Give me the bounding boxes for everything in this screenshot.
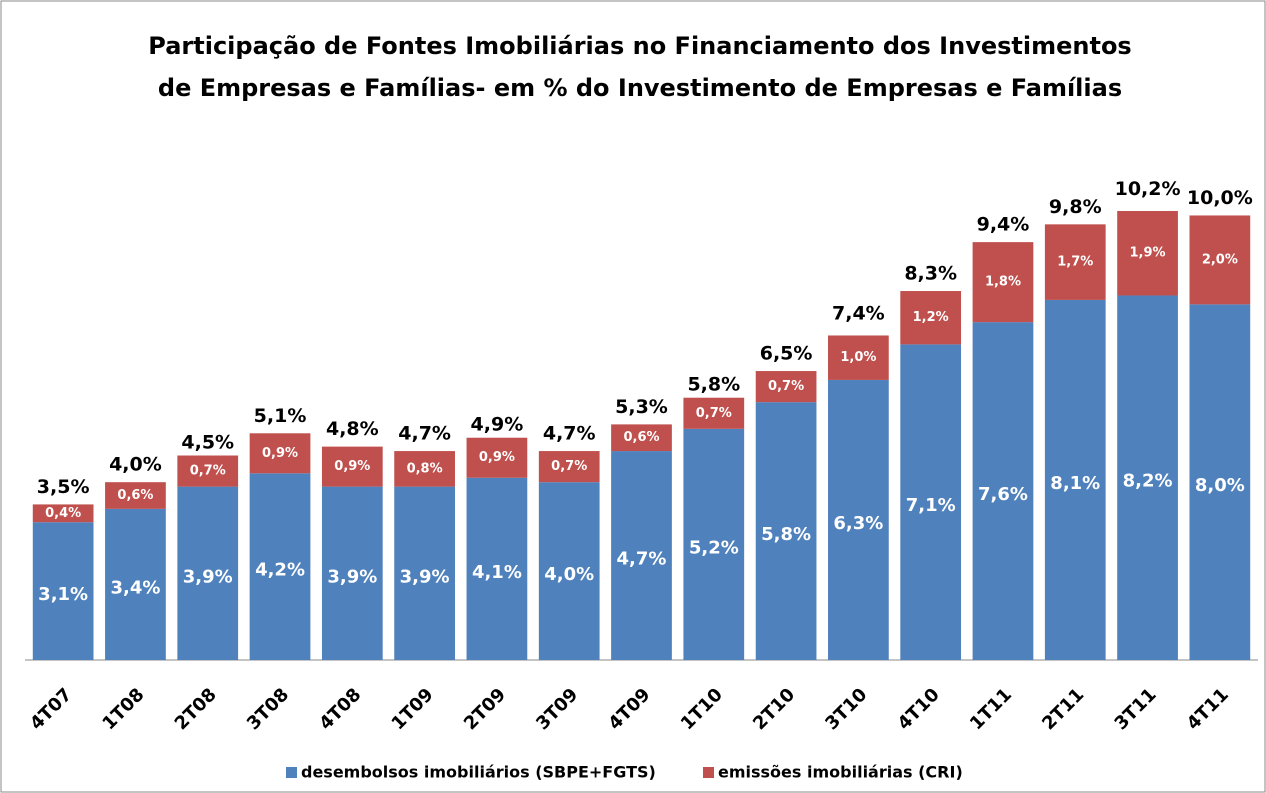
bar-segment <box>755 371 817 403</box>
data-label: 3,9% <box>327 566 377 587</box>
total-label: 10,0% <box>1187 187 1253 209</box>
bar-segment <box>1189 215 1251 305</box>
data-label: 8,1% <box>1050 473 1100 494</box>
bar-segment <box>177 486 239 660</box>
total-label: 4,7% <box>543 423 596 445</box>
bar-segment <box>683 428 745 660</box>
bar-segment <box>32 522 94 660</box>
data-label: 1,7% <box>1057 255 1093 270</box>
data-label: 0,9% <box>262 446 298 461</box>
data-label: 0,7% <box>190 464 226 479</box>
data-label: 0,8% <box>407 461 443 476</box>
bar-segment <box>249 433 311 474</box>
bar-segment <box>394 486 455 660</box>
data-label: 3,9% <box>183 566 233 587</box>
data-label: 1,2% <box>913 310 949 325</box>
bar-segment <box>1117 211 1178 296</box>
total-label: 5,8% <box>687 374 740 396</box>
bar-segment <box>105 482 166 509</box>
legend-label: emissões imobiliárias (CRI) <box>718 763 963 782</box>
bar-segment <box>1044 299 1106 660</box>
total-label: 4,9% <box>471 414 524 436</box>
bar-segment <box>683 397 745 429</box>
total-label: 4,5% <box>181 431 234 453</box>
bar-segment <box>105 508 166 660</box>
total-label: 6,5% <box>760 343 813 365</box>
data-label: 4,2% <box>255 560 305 581</box>
chart-title: de Empresas e Famílias- em % do Investim… <box>158 74 1122 102</box>
data-label: 0,9% <box>479 450 515 465</box>
bar-segment <box>828 379 889 660</box>
data-label: 7,1% <box>906 495 956 516</box>
data-label: 0,7% <box>768 379 804 394</box>
bar-segment <box>466 437 528 478</box>
total-label: 4,0% <box>109 454 162 476</box>
total-label: 10,2% <box>1115 178 1181 200</box>
total-label: 7,4% <box>832 303 885 325</box>
bar-segment <box>32 504 94 523</box>
bar-segment <box>249 473 311 660</box>
legend-swatch <box>286 767 297 778</box>
data-label: 3,4% <box>110 577 160 598</box>
data-label: 5,2% <box>689 537 739 558</box>
data-label: 4,1% <box>472 562 522 583</box>
total-label: 9,8% <box>1049 196 1102 218</box>
total-label: 9,4% <box>977 214 1030 236</box>
total-label: 4,8% <box>326 418 379 440</box>
data-label: 8,2% <box>1123 471 1173 492</box>
data-label: 3,1% <box>38 584 88 605</box>
data-label: 4,7% <box>617 549 667 570</box>
bar-segment <box>321 486 383 660</box>
data-label: 4,0% <box>544 564 594 585</box>
chart-title: Participação de Fontes Imobiliárias no F… <box>148 32 1131 60</box>
bar-segment <box>1044 224 1106 300</box>
bar-segment <box>466 477 528 660</box>
bar-segment <box>394 451 455 487</box>
bar-segment <box>611 451 672 660</box>
total-label: 4,7% <box>398 423 451 445</box>
total-label: 5,3% <box>615 396 668 418</box>
bar-segment <box>321 446 383 487</box>
bar-segment <box>972 322 1034 660</box>
bar-segment <box>538 482 600 660</box>
bar-segment <box>900 291 962 345</box>
bar-segment <box>1117 295 1178 660</box>
data-label: 5,8% <box>761 524 811 545</box>
data-label: 3,9% <box>400 566 450 587</box>
data-label: 8,0% <box>1195 475 1245 496</box>
legend-swatch <box>703 767 714 778</box>
total-label: 8,3% <box>904 263 957 285</box>
total-label: 3,5% <box>37 476 90 498</box>
data-label: 0,7% <box>696 406 732 421</box>
data-label: 7,6% <box>978 484 1028 505</box>
data-label: 0,6% <box>623 430 659 445</box>
bar-segment <box>972 242 1034 323</box>
data-label: 0,6% <box>117 488 153 503</box>
data-label: 0,9% <box>334 459 370 474</box>
bar-segment <box>900 344 962 660</box>
bar-segment <box>755 402 817 660</box>
data-label: 1,8% <box>985 275 1021 290</box>
bar-segment <box>538 451 600 483</box>
bar-segment <box>828 335 889 380</box>
bar-segment <box>611 424 672 452</box>
data-label: 2,0% <box>1202 252 1238 267</box>
legend-label: desembolsos imobiliários (SBPE+FGTS) <box>301 763 656 782</box>
bar-segment <box>1189 304 1251 660</box>
data-label: 0,7% <box>551 459 587 474</box>
total-label: 5,1% <box>254 405 307 427</box>
data-label: 1,9% <box>1130 246 1166 261</box>
data-label: 1,0% <box>840 350 876 365</box>
data-label: 0,4% <box>45 506 81 521</box>
data-label: 6,3% <box>833 513 883 534</box>
bar-segment <box>177 455 239 487</box>
